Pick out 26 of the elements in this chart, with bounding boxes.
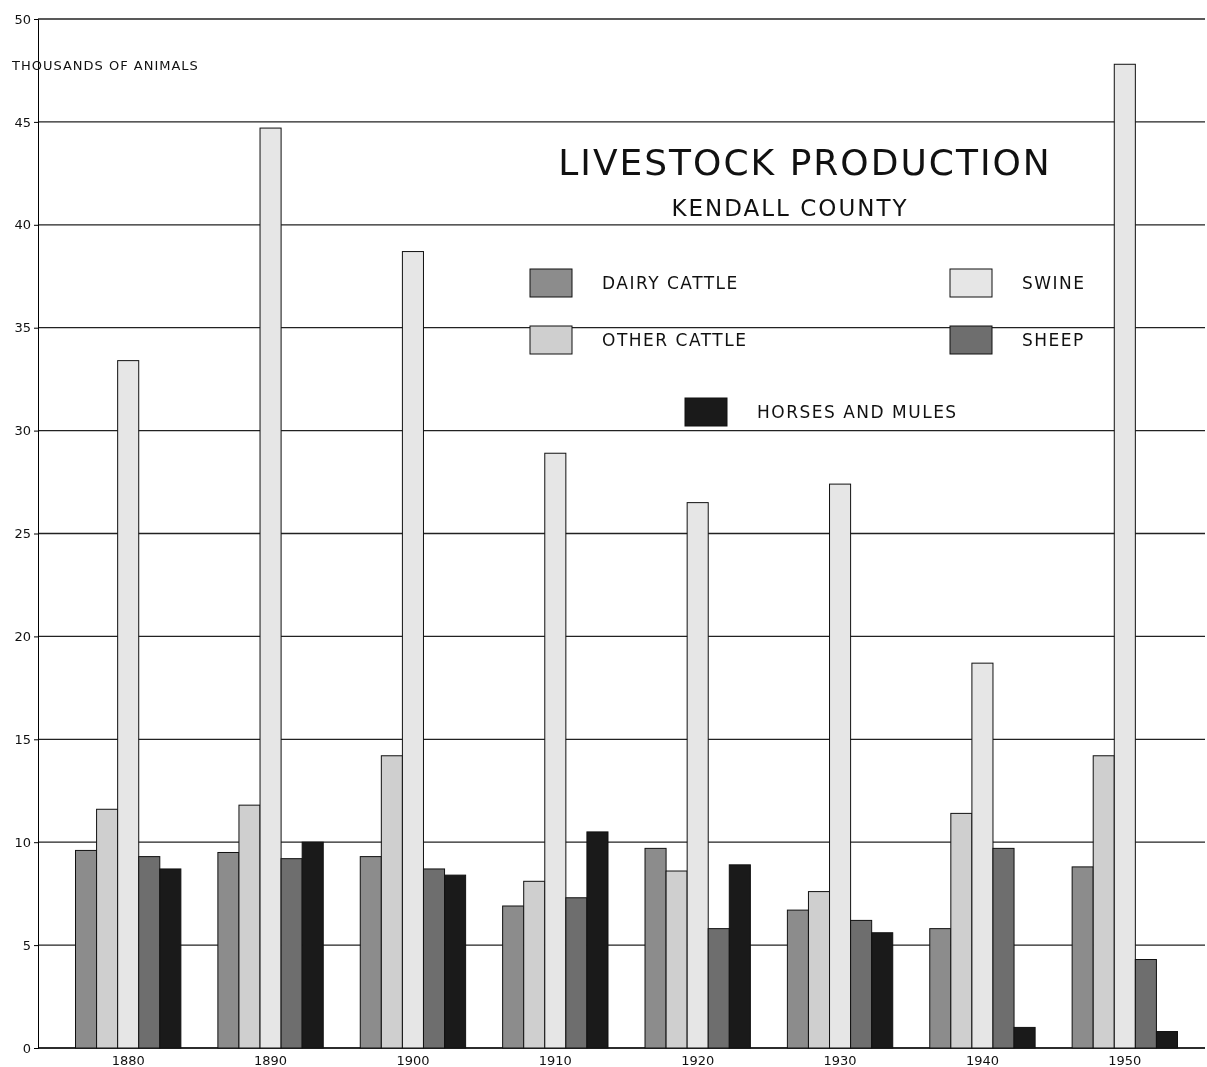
legend-label: OTHER CATTLE [602,330,748,350]
y-tick-label: 25 [14,526,31,542]
y-tick-label: 10 [14,834,31,850]
y-tick-label: 5 [22,937,31,953]
y-tick-label: 0 [22,1040,31,1056]
text: KENDALL COUNTY [671,195,909,221]
y-tick-label: 50 [14,11,31,27]
y-tick-label: 35 [14,320,31,336]
x-tick-label: 1900 [396,1053,430,1067]
y-tick-label: 20 [14,629,31,645]
x-tick-label: 1890 [254,1053,288,1067]
y-tick-label: 45 [14,114,31,130]
legend-label: SHEEP [1022,330,1085,350]
x-tick-label: 1920 [681,1053,715,1067]
x-tick-label: 1930 [823,1053,857,1067]
legend-label: DAIRY CATTLE [602,273,739,293]
y-tick-label: 15 [14,731,31,747]
legend-label: HORSES AND MULES [757,402,958,422]
x-tick-label: 1940 [965,1053,999,1067]
legend-label: SWINE [1022,273,1086,293]
x-tick-label: 1910 [538,1053,572,1067]
x-tick-label: 1880 [111,1053,145,1067]
text: LIVESTOCK PRODUCTION [558,142,1052,183]
y-tick-label: 30 [14,423,31,439]
x-tick-label: 1950 [1108,1053,1142,1067]
y-tick-label: 40 [14,217,31,233]
